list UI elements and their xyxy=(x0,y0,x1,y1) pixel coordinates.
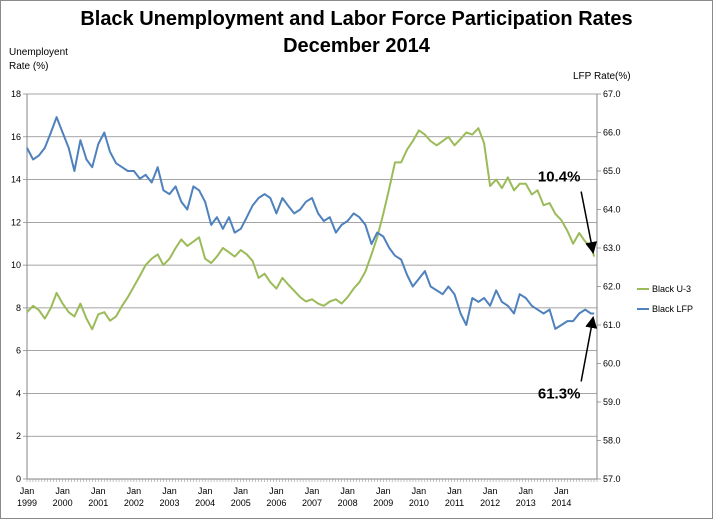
x-tick-label: Jan xyxy=(127,486,142,496)
y-left-tick-label: 6 xyxy=(16,346,21,356)
x-tick-year-label: 2007 xyxy=(302,498,322,508)
x-tick-year-label: 2012 xyxy=(480,498,500,508)
x-tick-label: Jan xyxy=(518,486,533,496)
x-tick-year-label: 2006 xyxy=(266,498,286,508)
x-tick-year-label: 2004 xyxy=(195,498,215,508)
x-tick-year-label: 2001 xyxy=(88,498,108,508)
y-axis-left-label: Unemployent Rate (%) xyxy=(9,47,68,72)
x-tick-year-label: 2011 xyxy=(445,498,464,508)
y-right-tick-label: 66.0 xyxy=(603,128,621,138)
annotation-arrow xyxy=(580,191,598,255)
x-tick-label: Jan xyxy=(447,486,462,496)
x-tick-label: Jan xyxy=(305,486,320,496)
x-tick-label: Jan xyxy=(412,486,427,496)
axes: 0 2 4 6 8 10 12 14 16 18 57.0 58.0 59.0 60.0 61.0 62.0 6… xyxy=(11,89,621,508)
x-tick-label: Jan xyxy=(376,486,391,496)
y-right-tick-label: 59.0 xyxy=(603,397,621,407)
series-line-black-lfp xyxy=(26,116,595,330)
x-tick-year-label: 2013 xyxy=(516,498,536,508)
y-right-tick-label: 61.0 xyxy=(603,320,621,330)
x-tick-label: Jan xyxy=(340,486,355,496)
x-tick-year-label: 2008 xyxy=(338,498,358,508)
x-tick-label: Jan xyxy=(483,486,498,496)
chart-title: Black Unemployment and Labor Force Parti… xyxy=(80,8,633,30)
y-left-tick-label: 16 xyxy=(11,132,21,142)
x-tick-year-label: 2003 xyxy=(159,498,179,508)
x-tick-year-label: 2000 xyxy=(53,498,73,508)
y-left-tick-label: 4 xyxy=(16,388,21,398)
x-tick-label: Jan xyxy=(20,486,35,496)
y-left-tick-label: 10 xyxy=(11,260,21,270)
y-left-tick-label: 12 xyxy=(11,217,21,227)
x-tick-label: Jan xyxy=(162,486,177,496)
x-tick-label: Jan xyxy=(554,486,569,496)
legend: Black U-3 Black LFP xyxy=(637,284,693,314)
x-tick-label: Jan xyxy=(91,486,106,496)
y-left-tick-label: 0 xyxy=(16,474,21,484)
y-left-tick-label: 14 xyxy=(11,175,21,185)
annotation-arrow xyxy=(580,315,598,382)
y-right-tick-label: 58.0 xyxy=(603,436,621,446)
chart-subtitle: December 2014 xyxy=(283,35,430,57)
x-tick-label: Jan xyxy=(233,486,248,496)
x-tick-year-label: 2005 xyxy=(231,498,251,508)
gridlines xyxy=(27,93,597,480)
annotation-label: 61.3% xyxy=(538,385,581,402)
x-tick-label: Jan xyxy=(269,486,284,496)
legend-label: Black U-3 xyxy=(652,284,691,294)
y-right-tick-label: 60.0 xyxy=(603,359,621,369)
x-tick-year-label: 2014 xyxy=(551,498,571,508)
x-tick-year-label: 1999 xyxy=(17,498,37,508)
y-right-tick-label: 64.0 xyxy=(603,205,621,215)
y-right-tick-label: 57.0 xyxy=(603,474,621,484)
x-tick-year-label: 2010 xyxy=(409,498,429,508)
y-right-tick-label: 63.0 xyxy=(603,243,621,253)
x-tick-label: Jan xyxy=(198,486,213,496)
y-right-tick-label: 67.0 xyxy=(603,89,621,99)
annotations: 10.4% 61.3% xyxy=(538,169,598,402)
y-right-tick-label: 62.0 xyxy=(603,282,621,292)
annotation-label: 10.4% xyxy=(538,169,581,186)
y-left-tick-label: 2 xyxy=(16,431,21,441)
y-right-tick-label: 65.0 xyxy=(603,166,621,176)
x-tick-label: Jan xyxy=(55,486,70,496)
series-lines xyxy=(26,116,596,331)
y-left-tick-label: 8 xyxy=(16,303,21,313)
y-left-tick-label: 18 xyxy=(11,89,21,99)
x-tick-year-label: 2002 xyxy=(124,498,144,508)
x-tick-year-label: 2009 xyxy=(373,498,393,508)
legend-label: Black LFP xyxy=(652,304,693,314)
series-line-black-u-3 xyxy=(26,127,596,331)
y-axis-right-label: LFP Rate(%) xyxy=(573,71,631,82)
